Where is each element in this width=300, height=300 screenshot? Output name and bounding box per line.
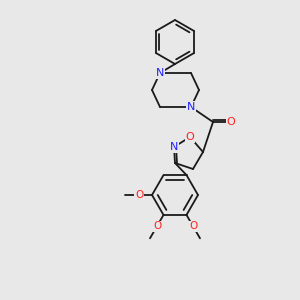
Text: O: O	[153, 221, 161, 231]
Text: N: N	[156, 68, 164, 78]
Text: O: O	[135, 190, 143, 200]
Text: N: N	[187, 102, 195, 112]
Text: N: N	[170, 142, 178, 152]
Text: O: O	[226, 117, 236, 127]
Text: O: O	[189, 221, 197, 231]
Text: O: O	[186, 132, 194, 142]
